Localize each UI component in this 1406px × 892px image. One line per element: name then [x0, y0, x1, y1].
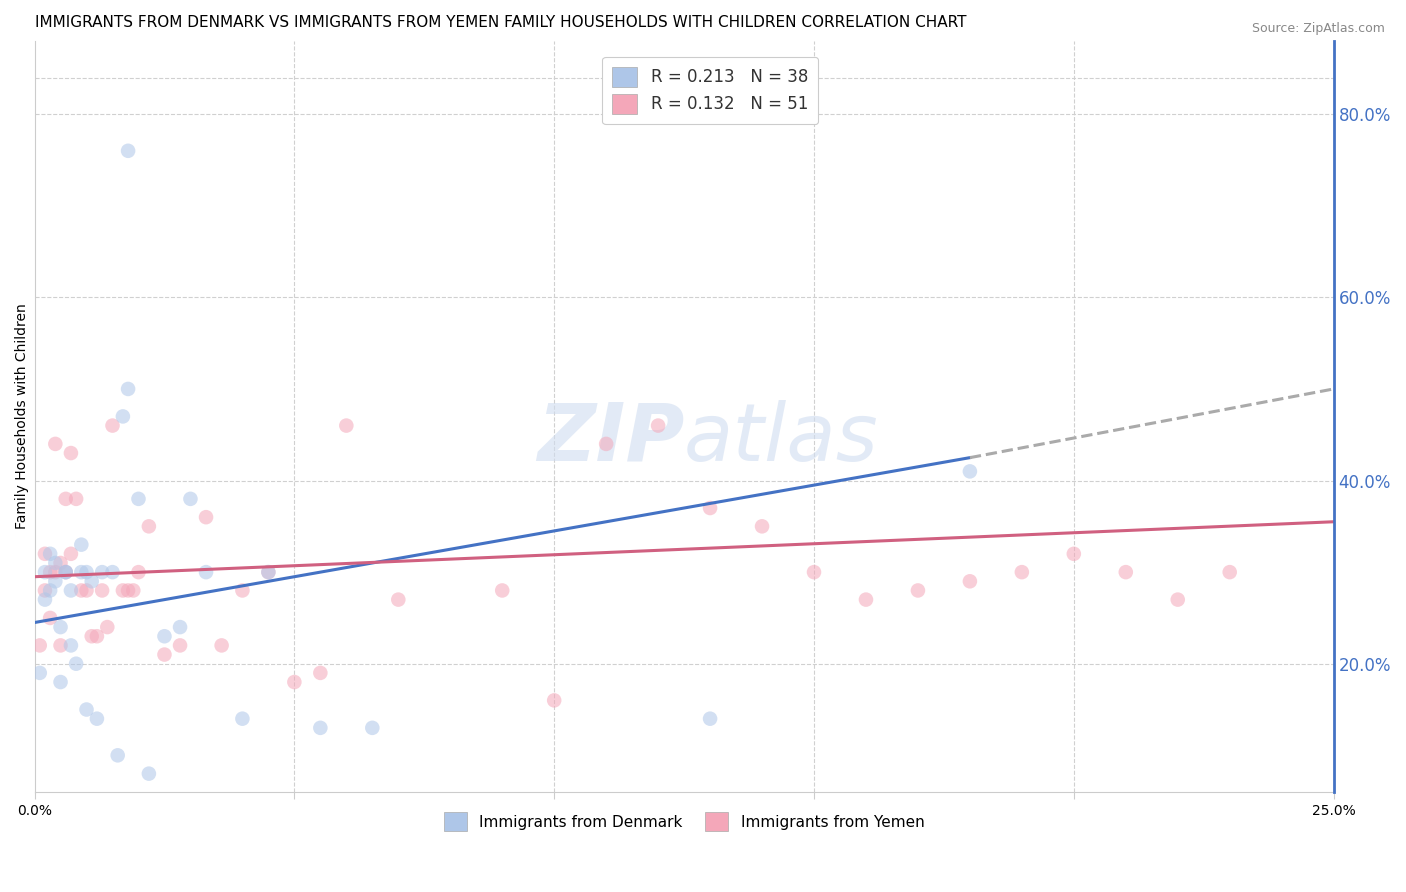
- Point: [80, 574, 103, 589]
- Point: [86, 629, 108, 643]
- Point: [70, 538, 93, 552]
- Text: IMMIGRANTS FROM DENMARK VS IMMIGRANTS FROM YEMEN FAMILY HOUSEHOLDS WITH CHILDREN: IMMIGRANTS FROM DENMARK VS IMMIGRANTS FR…: [35, 15, 966, 30]
- Point: [257, 565, 280, 579]
- Point: [117, 583, 139, 598]
- Point: [76, 565, 98, 579]
- Point: [44, 574, 66, 589]
- Point: [117, 382, 139, 396]
- Point: [86, 712, 108, 726]
- Point: [195, 510, 218, 524]
- Point: [76, 702, 98, 716]
- Point: [39, 611, 62, 625]
- Point: [44, 437, 66, 451]
- Point: [211, 639, 233, 653]
- Point: [59, 446, 82, 460]
- Point: [49, 675, 72, 690]
- Text: ZIP: ZIP: [537, 400, 685, 478]
- Point: [699, 712, 721, 726]
- Legend: Immigrants from Denmark, Immigrants from Yemen: Immigrants from Denmark, Immigrants from…: [437, 806, 931, 837]
- Point: [28, 639, 51, 653]
- Point: [55, 565, 77, 579]
- Point: [39, 583, 62, 598]
- Point: [122, 583, 145, 598]
- Point: [34, 565, 56, 579]
- Point: [39, 547, 62, 561]
- Point: [309, 665, 332, 680]
- Point: [855, 592, 877, 607]
- Point: [117, 144, 139, 158]
- Point: [76, 583, 98, 598]
- Point: [49, 639, 72, 653]
- Point: [1063, 547, 1085, 561]
- Point: [80, 629, 103, 643]
- Point: [49, 620, 72, 634]
- Point: [543, 693, 565, 707]
- Point: [127, 491, 149, 506]
- Point: [91, 565, 114, 579]
- Point: [153, 629, 176, 643]
- Point: [138, 766, 160, 780]
- Point: [65, 491, 87, 506]
- Point: [65, 657, 87, 671]
- Point: [101, 565, 124, 579]
- Point: [153, 648, 176, 662]
- Y-axis label: Family Households with Children: Family Households with Children: [15, 303, 30, 529]
- Point: [179, 491, 201, 506]
- Point: [111, 409, 134, 424]
- Point: [44, 556, 66, 570]
- Point: [138, 519, 160, 533]
- Point: [169, 620, 191, 634]
- Point: [34, 547, 56, 561]
- Point: [231, 712, 253, 726]
- Point: [49, 556, 72, 570]
- Point: [257, 565, 280, 579]
- Point: [231, 583, 253, 598]
- Point: [96, 620, 118, 634]
- Point: [55, 491, 77, 506]
- Point: [335, 418, 357, 433]
- Point: [195, 565, 218, 579]
- Point: [1115, 565, 1137, 579]
- Point: [361, 721, 384, 735]
- Point: [59, 583, 82, 598]
- Point: [44, 565, 66, 579]
- Point: [70, 583, 93, 598]
- Point: [647, 418, 669, 433]
- Point: [28, 665, 51, 680]
- Point: [107, 748, 129, 763]
- Point: [803, 565, 825, 579]
- Point: [1011, 565, 1033, 579]
- Point: [1167, 592, 1189, 607]
- Point: [55, 565, 77, 579]
- Point: [101, 418, 124, 433]
- Point: [387, 592, 409, 607]
- Point: [491, 583, 513, 598]
- Point: [111, 583, 134, 598]
- Point: [959, 574, 981, 589]
- Point: [751, 519, 773, 533]
- Point: [34, 583, 56, 598]
- Point: [91, 583, 114, 598]
- Point: [55, 565, 77, 579]
- Point: [1219, 565, 1241, 579]
- Point: [283, 675, 305, 690]
- Point: [59, 639, 82, 653]
- Point: [959, 464, 981, 478]
- Point: [907, 583, 929, 598]
- Point: [70, 565, 93, 579]
- Point: [595, 437, 617, 451]
- Text: Source: ZipAtlas.com: Source: ZipAtlas.com: [1251, 22, 1385, 36]
- Point: [39, 565, 62, 579]
- Point: [309, 721, 332, 735]
- Point: [169, 639, 191, 653]
- Point: [699, 501, 721, 516]
- Point: [34, 592, 56, 607]
- Point: [127, 565, 149, 579]
- Point: [59, 547, 82, 561]
- Text: atlas: atlas: [685, 400, 879, 478]
